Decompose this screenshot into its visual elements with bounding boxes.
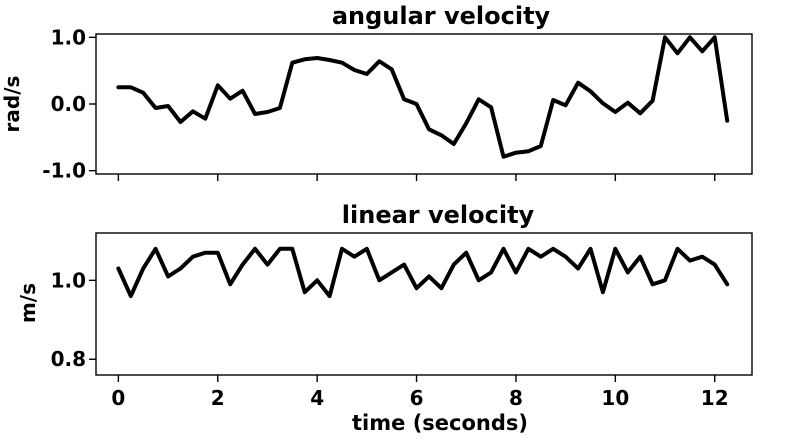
chart-title: linear velocity (342, 201, 535, 229)
series-line (116, 246, 730, 299)
plot-frame (95, 232, 753, 376)
y-axis-label: rad/s (0, 76, 24, 133)
plot-frame (95, 33, 753, 175)
series-line (116, 35, 730, 159)
x-tick-label: 0 (111, 386, 125, 410)
y-ticks: -1.0 0.0 1.0 (42, 25, 96, 183)
x-tick-label: 6 (410, 386, 424, 410)
x-tick-label: 12 (701, 386, 729, 410)
y-tick-label: -1.0 (42, 159, 86, 183)
y-axis-label: m/s (16, 283, 40, 323)
x-tick-label: 2 (211, 386, 225, 410)
x-tick-label: 10 (601, 386, 629, 410)
y-tick-label: 0.0 (51, 92, 86, 116)
y-ticks: 0.8 1.0 (51, 268, 96, 371)
linear-velocity-panel: linear velocity m/s 0.8 1.0 0 2 4 6 8 10 12 tim… (16, 201, 753, 435)
y-tick-label: 1.0 (51, 25, 86, 49)
y-tick-label: 1.0 (51, 268, 86, 292)
x-tick-label: 4 (310, 386, 324, 410)
x-ticks (117, 174, 716, 181)
y-tick-label: 0.8 (51, 347, 86, 371)
chart-title: angular velocity (332, 2, 551, 30)
x-ticks: 0 2 4 6 8 10 12 (111, 375, 729, 410)
x-axis-label: time (seconds) (352, 411, 528, 435)
angular-velocity-panel: angular velocity rad/s -1.0 0.0 1.0 (0, 2, 753, 183)
x-tick-label: 8 (509, 386, 523, 410)
